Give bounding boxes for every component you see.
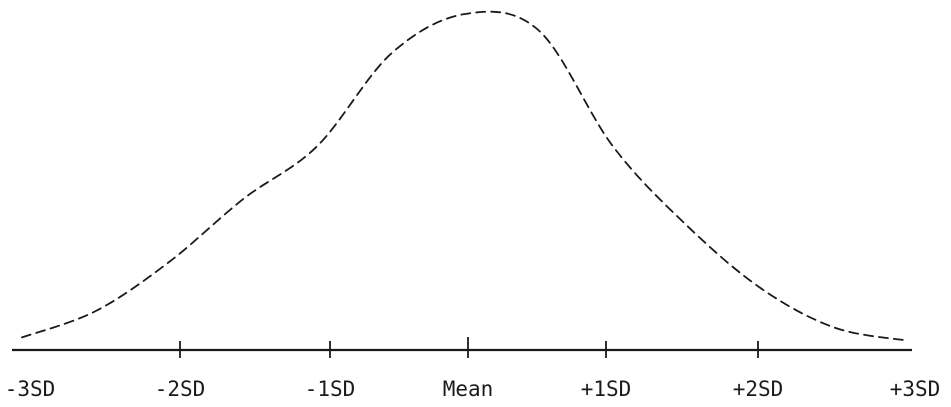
x-tick-labels: -3SD -2SD -1SD Mean +1SD +2SD +3SD	[5, 377, 941, 401]
x-tick-label: -1SD	[305, 377, 356, 401]
curve-layer	[21, 10, 909, 342]
distribution-curve	[21, 10, 909, 342]
x-tick-label: -2SD	[155, 377, 206, 401]
x-tick-label: +1SD	[581, 377, 632, 401]
x-ticks	[179, 337, 759, 358]
x-tick-label: -3SD	[5, 377, 56, 401]
x-tick-label: +3SD	[890, 377, 941, 401]
x-tick-label: +2SD	[733, 377, 784, 401]
x-tick-label: Mean	[443, 377, 494, 401]
